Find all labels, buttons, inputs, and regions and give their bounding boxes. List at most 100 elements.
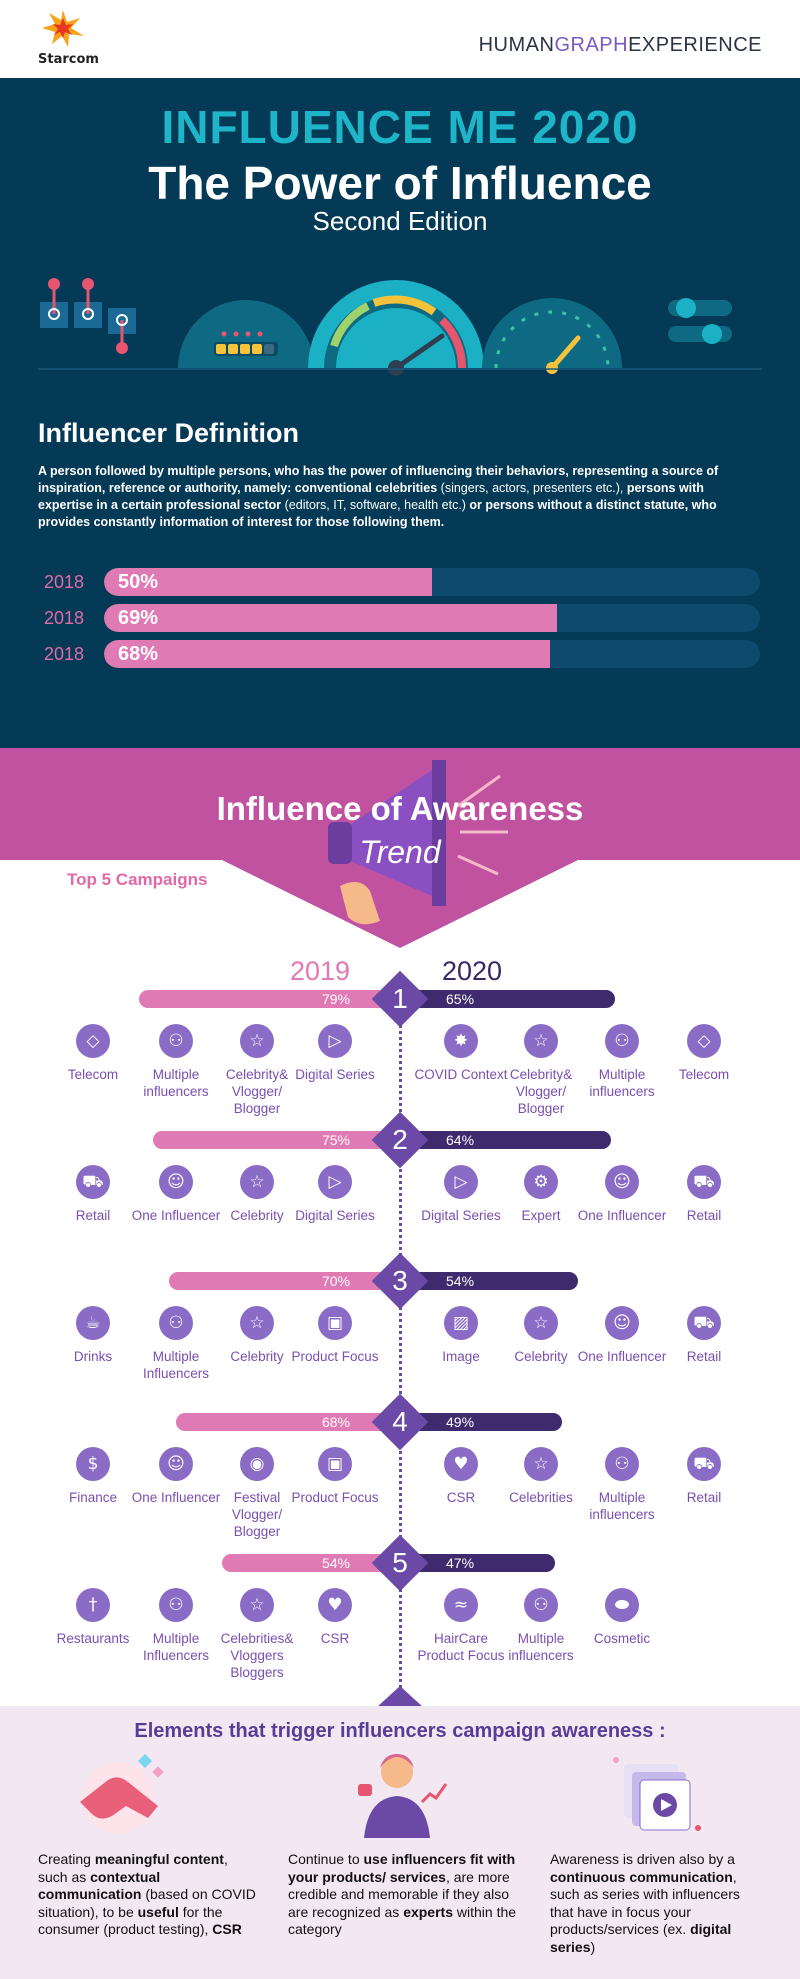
element-content-text: Creating meaningful content, such as con… — [38, 1851, 256, 1937]
campaign-item-right: ♥ CSR — [413, 1447, 509, 1506]
rank-bar-2019 — [221, 1554, 400, 1572]
awareness-subtitle: Trend — [359, 834, 441, 870]
person-icon: ☺ — [605, 1165, 639, 1199]
campaign-label: Celebrities — [509, 1490, 573, 1505]
bottom-arrow — [376, 1686, 424, 1708]
campaign-label: Digital Series — [421, 1208, 501, 1223]
campaign-label: Celebrities& Vloggers Bloggers — [220, 1631, 294, 1680]
campaign-item-right: ⬬ Cosmetic — [574, 1588, 670, 1647]
header: Starcom HUMANGRAPHEXPERIENCE — [0, 0, 800, 78]
campaign-label: Retail — [686, 1490, 722, 1505]
campaign-label: Drinks — [73, 1349, 113, 1364]
bar-fill — [104, 604, 557, 632]
star-icon: ☆ — [240, 1306, 274, 1340]
person-icon: ☺ — [159, 1447, 193, 1481]
campaign-item-right: ◇ Telecom — [656, 1024, 752, 1083]
tag-icon: ◇ — [687, 1024, 721, 1058]
campaign-item-left: ▣ Product Focus — [287, 1447, 383, 1506]
rank-bar-2019 — [139, 990, 400, 1008]
play-icon: ▷ — [444, 1165, 478, 1199]
campaign-item-left: ☆ Celebrity — [209, 1165, 305, 1224]
campaign-item-right: ✸ COVID Context — [413, 1024, 509, 1083]
campaign-item-left: ♥ CSR — [287, 1588, 383, 1647]
campaign-item-left: † Restaurants — [45, 1588, 141, 1647]
gear-icon: ⚙ — [524, 1165, 558, 1199]
hair-icon: ≈ — [444, 1588, 478, 1622]
campaign-item-left: ⚇ Multiple Influencers — [128, 1306, 224, 1382]
hero-title: INFLUENCE ME 2020 — [161, 101, 639, 153]
rank-percent-2020: 54% — [446, 1273, 475, 1289]
money-icon: $ — [76, 1447, 110, 1481]
campaign-label: Retail — [686, 1208, 722, 1223]
campaign-item-left: ▷ Digital Series — [287, 1165, 383, 1224]
campaign-label: Cosmetic — [593, 1631, 651, 1646]
bar-fill — [104, 640, 551, 668]
campaign-label: Festival Vlogger/ Blogger — [231, 1490, 283, 1539]
box-icon: ▣ — [318, 1447, 352, 1481]
bar-percent: 50% — [118, 571, 159, 593]
rank-number: 5 — [392, 1547, 408, 1578]
campaign-label: Multiple influencers — [589, 1490, 655, 1522]
rank-percent-2020: 49% — [446, 1414, 475, 1430]
campaign-item-left: ◉ Festival Vlogger/ Blogger — [209, 1447, 305, 1540]
fork-icon: † — [76, 1588, 110, 1622]
campaign-item-right: ▨ Image — [413, 1306, 509, 1365]
group-icon: ⚇ — [159, 1588, 193, 1622]
star-icon: ☆ — [524, 1447, 558, 1481]
bar-percent: 68% — [118, 643, 159, 665]
handshake-icon — [80, 1753, 164, 1834]
campaign-label: Finance — [68, 1490, 118, 1505]
rank-bar-2019 — [169, 1272, 400, 1290]
star-icon: ☆ — [524, 1024, 558, 1058]
campaign-label: HairCare Product Focus — [417, 1631, 505, 1663]
campaign-label: Multiple Influencers — [142, 1631, 210, 1663]
campaign-item-right: ▷ Digital Series — [413, 1165, 509, 1224]
heart-icon: ♥ — [318, 1588, 352, 1622]
definition-bar: 2018 69% — [44, 604, 760, 632]
campaign-item-left: ☆ Celebrities& Vloggers Bloggers — [209, 1588, 305, 1681]
rank-bar-2020 — [400, 1131, 612, 1149]
cart-icon: ⛟ — [687, 1165, 721, 1199]
rank-percent-2020: 64% — [446, 1132, 475, 1148]
campaign-item-left: ☺ One Influencer — [128, 1447, 224, 1506]
hero-section: INFLUENCE ME 2020 The Power of Influence… — [0, 78, 800, 748]
drink-icon: ☕ — [76, 1306, 110, 1340]
bar-year: 2018 — [44, 572, 85, 592]
definition-text: A person followed by multiple persons, w… — [38, 464, 719, 529]
campaign-item-right: ⛟ Retail — [656, 1447, 752, 1506]
campaign-label: Product Focus — [291, 1490, 379, 1505]
campaign-label: One Influencer — [131, 1208, 221, 1223]
star-icon: ☆ — [240, 1588, 274, 1622]
campaign-label: Celebrity — [514, 1349, 568, 1364]
campaign-item-right: ☺ One Influencer — [574, 1306, 670, 1365]
rank-number: 1 — [392, 983, 408, 1014]
campaign-item-left: ◇ Telecom — [45, 1024, 141, 1083]
year-right: 2020 — [442, 956, 503, 986]
dashboard-gauges-icon — [38, 278, 762, 376]
campaign-item-right: ⛟ Retail — [656, 1165, 752, 1224]
rank-percent-2019: 75% — [321, 1132, 350, 1148]
campaign-item-left: ☺ One Influencer — [128, 1165, 224, 1224]
campaign-label: Retail — [75, 1208, 111, 1223]
bar-fill — [104, 568, 432, 596]
star-icon: ☆ — [240, 1165, 274, 1199]
group-icon: ⚇ — [524, 1588, 558, 1622]
campaign-label: Multiple influencers — [143, 1067, 209, 1099]
campaign-label: Multiple influencers — [589, 1067, 655, 1099]
campaign-label: Product Focus — [291, 1349, 379, 1364]
center-dotted-line — [399, 1000, 402, 1700]
rank-number: 2 — [392, 1124, 408, 1155]
campaign-item-right: ⛟ Retail — [656, 1306, 752, 1365]
image-icon: ▨ — [444, 1306, 478, 1340]
expert-icon — [358, 1754, 448, 1838]
definition-bar: 2018 68% — [44, 640, 760, 668]
campaign-item-right: ⚙ Expert — [493, 1165, 589, 1224]
play-icon: ▷ — [318, 1165, 352, 1199]
campaign-item-left: ☕ Drinks — [45, 1306, 141, 1365]
cosmetic-icon: ⬬ — [605, 1588, 639, 1622]
group-icon: ⚇ — [159, 1306, 193, 1340]
campaign-item-left: ⛟ Retail — [45, 1165, 141, 1224]
starcom-logo-icon — [42, 10, 84, 47]
box-icon: ▣ — [318, 1306, 352, 1340]
rank-bar-2019 — [152, 1131, 400, 1149]
